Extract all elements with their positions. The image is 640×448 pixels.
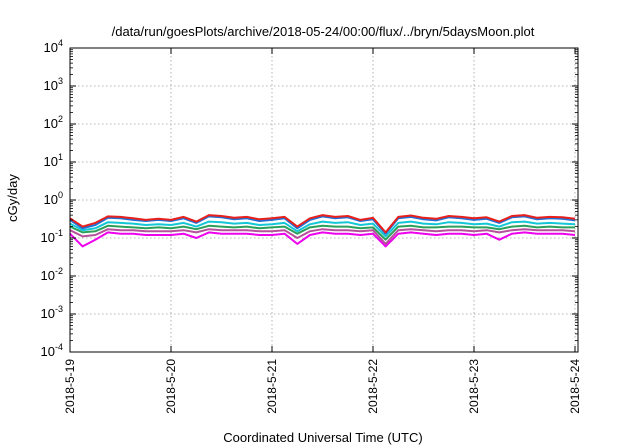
y-tick-exponent: -1 xyxy=(55,228,63,238)
y-tick-base: 10 xyxy=(44,192,58,207)
y-tick-label: 10-4 xyxy=(41,342,63,359)
series-line-3 xyxy=(69,220,576,238)
y-tick-exponent: -4 xyxy=(55,342,63,352)
y-tick-base: 10 xyxy=(41,230,55,245)
y-tick-label: 104 xyxy=(44,38,63,55)
y-tick-exponent: 2 xyxy=(58,114,63,124)
grid xyxy=(70,48,578,352)
series-line-2 xyxy=(69,215,576,235)
series-line-1 xyxy=(69,214,576,234)
x-tick-label: 2018-5-23 xyxy=(467,359,481,414)
y-tick-exponent: 4 xyxy=(58,38,63,48)
y-tick-label: 103 xyxy=(44,76,63,93)
y-tick-exponent: 1 xyxy=(58,152,63,162)
series-layer xyxy=(69,214,576,248)
y-tick-base: 10 xyxy=(44,40,58,55)
y-tick-label: 10-1 xyxy=(41,228,63,245)
x-axis-label: Coordinated Universal Time (UTC) xyxy=(223,430,422,445)
y-tick-exponent: 3 xyxy=(58,76,63,86)
y-tick-label: 10-2 xyxy=(41,266,63,283)
chart-title: /data/run/goesPlots/archive/2018-05-24/0… xyxy=(112,24,535,39)
series-line-6 xyxy=(69,231,576,248)
series-line-4 xyxy=(69,224,575,241)
x-tick-label: 2018-5-20 xyxy=(164,359,178,414)
y-tick-label: 101 xyxy=(44,152,63,169)
axes xyxy=(69,47,579,353)
x-tick-label: 2018-5-24 xyxy=(568,359,582,414)
x-tick-label: 2018-5-19 xyxy=(63,359,77,414)
y-tick-base: 10 xyxy=(41,268,55,283)
y-tick-exponent: 0 xyxy=(58,190,63,200)
y-tick-label: 10-3 xyxy=(41,304,63,321)
y-tick-label: 102 xyxy=(44,114,63,131)
y-tick-exponent: -2 xyxy=(55,266,63,276)
y-tick-exponent: -3 xyxy=(55,304,63,314)
series-line-5 xyxy=(69,228,576,245)
y-tick-base: 10 xyxy=(41,344,55,359)
y-tick-base: 10 xyxy=(44,116,58,131)
y-tick-base: 10 xyxy=(41,306,55,321)
x-tick-label: 2018-5-22 xyxy=(366,359,380,414)
x-tick-label: 2018-5-21 xyxy=(265,359,279,414)
y-axis-label: cGy/day xyxy=(5,174,20,222)
y-tick-base: 10 xyxy=(44,78,58,93)
y-tick-base: 10 xyxy=(44,154,58,169)
plot-frame xyxy=(69,47,579,353)
y-tick-label: 100 xyxy=(44,190,63,207)
x-tick-labels: 2018-5-19 2018-5-20 2018-5-21 2018-5-22 2018… xyxy=(63,359,582,414)
